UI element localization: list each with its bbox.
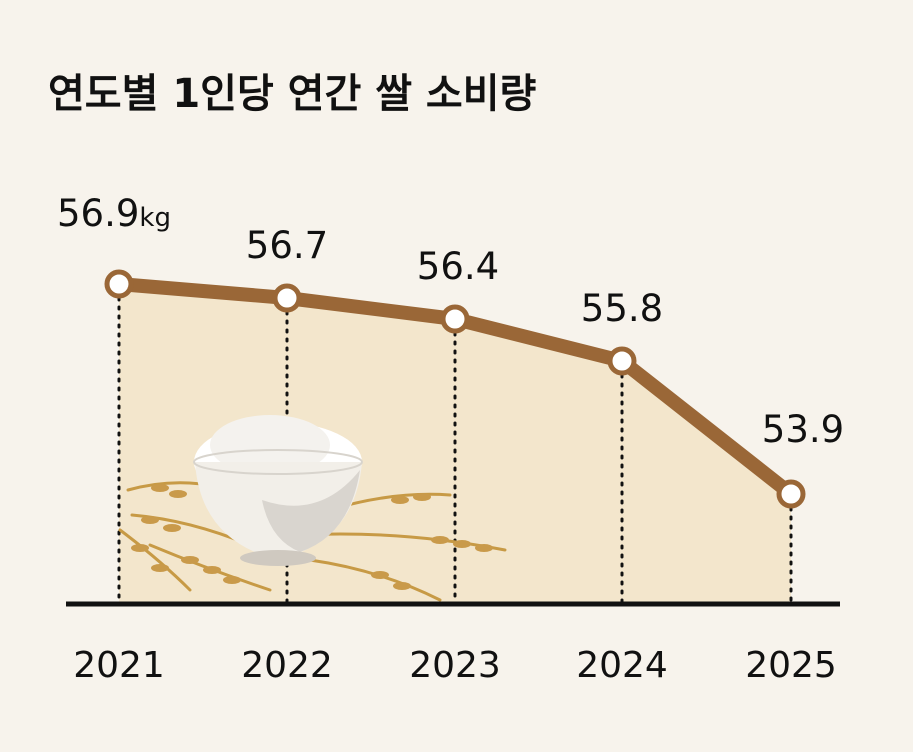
value-label: 55.8	[581, 287, 663, 330]
x-tick-label: 2022	[241, 645, 333, 686]
unit-label: kg	[139, 203, 171, 233]
x-tick-label: 2025	[745, 645, 837, 686]
value-label: 56.7	[246, 224, 328, 267]
x-tick-label: 2023	[409, 645, 501, 686]
value-labels: 56.9kg 56.7 56.4 55.8 53.9	[57, 192, 844, 451]
value-label: 56.4	[417, 245, 499, 288]
rice-bowl-with-grain-stalks-icon	[118, 415, 507, 602]
value-label: 53.9	[762, 408, 844, 451]
chart-title: 연도별 1인당 연간 쌀 소비량	[48, 71, 537, 117]
x-tick-label: 2021	[73, 645, 165, 686]
data-point	[607, 346, 637, 376]
data-points	[104, 269, 806, 509]
value-label: 56.9kg	[57, 192, 171, 235]
data-point	[272, 283, 302, 313]
data-point	[776, 479, 806, 509]
x-tick-labels: 2021 2022 2023 2024 2025	[73, 645, 837, 686]
x-tick-label: 2024	[576, 645, 668, 686]
data-point	[440, 304, 470, 334]
data-point	[104, 269, 134, 299]
